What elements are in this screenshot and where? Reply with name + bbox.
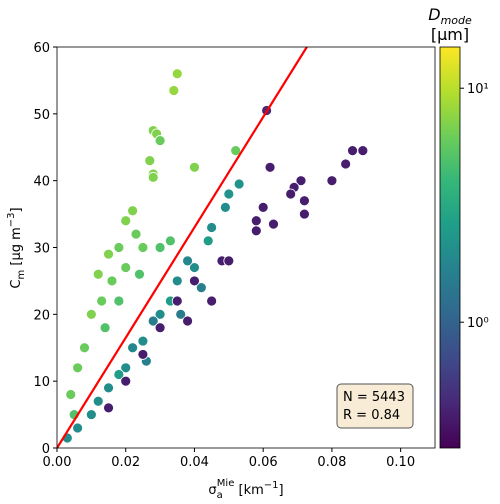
y-axis-label: Cm [μg m−3]	[6, 207, 27, 288]
annotation: N = 5443	[343, 390, 405, 405]
point	[144, 155, 156, 167]
point	[206, 222, 218, 233]
point	[223, 188, 235, 200]
point	[85, 409, 97, 420]
point	[219, 201, 231, 213]
point	[175, 308, 187, 320]
point	[233, 178, 245, 190]
point	[72, 422, 84, 434]
point	[189, 161, 200, 173]
point	[206, 295, 218, 307]
point	[120, 375, 132, 387]
point	[299, 195, 310, 207]
colorbar-label: Dmode	[428, 5, 472, 27]
point	[357, 145, 369, 156]
point	[154, 322, 166, 334]
x-tick-label: 0.02	[111, 455, 140, 470]
point	[182, 255, 193, 267]
y-tick-label: 10	[33, 375, 50, 390]
point	[127, 205, 139, 217]
point	[189, 275, 200, 287]
point	[134, 268, 145, 280]
plot-area	[57, 47, 369, 448]
point	[79, 342, 90, 354]
point	[182, 315, 193, 327]
point	[113, 242, 125, 253]
point	[250, 215, 262, 227]
point	[113, 295, 125, 307]
colorbar-tick-label: 10⁰	[467, 316, 489, 331]
fit-line	[57, 47, 308, 448]
annotation-box	[336, 383, 414, 429]
y-tick-label: 0	[42, 442, 50, 457]
y-tick-label: 40	[33, 175, 50, 190]
point	[295, 175, 307, 187]
point	[120, 262, 132, 273]
colorbar-label: [μm]	[431, 25, 469, 44]
point	[99, 322, 111, 334]
point	[299, 208, 310, 220]
point	[154, 135, 166, 146]
point	[230, 145, 242, 156]
x-tick-label: 0.06	[249, 455, 278, 470]
point	[264, 161, 276, 173]
colorbar	[439, 46, 461, 449]
y-tick-label: 60	[33, 41, 50, 56]
point	[103, 248, 114, 260]
x-axis-label: σaMie [km−1]	[208, 478, 283, 501]
point	[223, 255, 235, 267]
point	[103, 382, 114, 394]
point	[171, 295, 183, 307]
point	[285, 188, 297, 200]
point	[171, 275, 183, 287]
point	[106, 275, 118, 287]
point	[340, 158, 352, 170]
point	[147, 315, 159, 327]
point	[189, 262, 200, 273]
point	[257, 201, 269, 213]
point	[154, 242, 166, 253]
point	[168, 85, 180, 96]
x-tick-label: 0.10	[386, 455, 415, 470]
x-tick-label: 0.04	[180, 455, 209, 470]
y-tick-label: 30	[33, 242, 50, 257]
y-tick-label: 50	[33, 108, 50, 123]
point	[113, 369, 125, 380]
point	[127, 342, 139, 354]
point	[72, 362, 84, 374]
plot-frame	[56, 46, 436, 449]
point	[347, 145, 358, 156]
colorbar-tick-label: 10¹	[467, 82, 489, 97]
point	[268, 218, 279, 230]
point	[120, 362, 132, 374]
point	[250, 225, 262, 237]
point	[164, 235, 176, 247]
point	[137, 349, 149, 360]
point	[195, 282, 207, 294]
point	[147, 171, 159, 183]
point	[130, 228, 142, 240]
point	[202, 235, 214, 247]
x-tick-label: 0.08	[317, 455, 346, 470]
point	[96, 295, 108, 307]
annotation: R = 0.84	[343, 408, 400, 423]
point	[171, 68, 183, 80]
point	[120, 215, 132, 227]
point	[85, 308, 97, 320]
x-tick-label: 0.00	[43, 455, 72, 470]
point	[92, 395, 104, 407]
point	[92, 268, 104, 280]
point	[154, 308, 166, 320]
point	[137, 335, 149, 347]
point	[137, 242, 149, 253]
point	[65, 389, 77, 400]
point	[326, 175, 338, 187]
y-tick-label: 20	[33, 308, 50, 323]
point	[103, 402, 114, 414]
